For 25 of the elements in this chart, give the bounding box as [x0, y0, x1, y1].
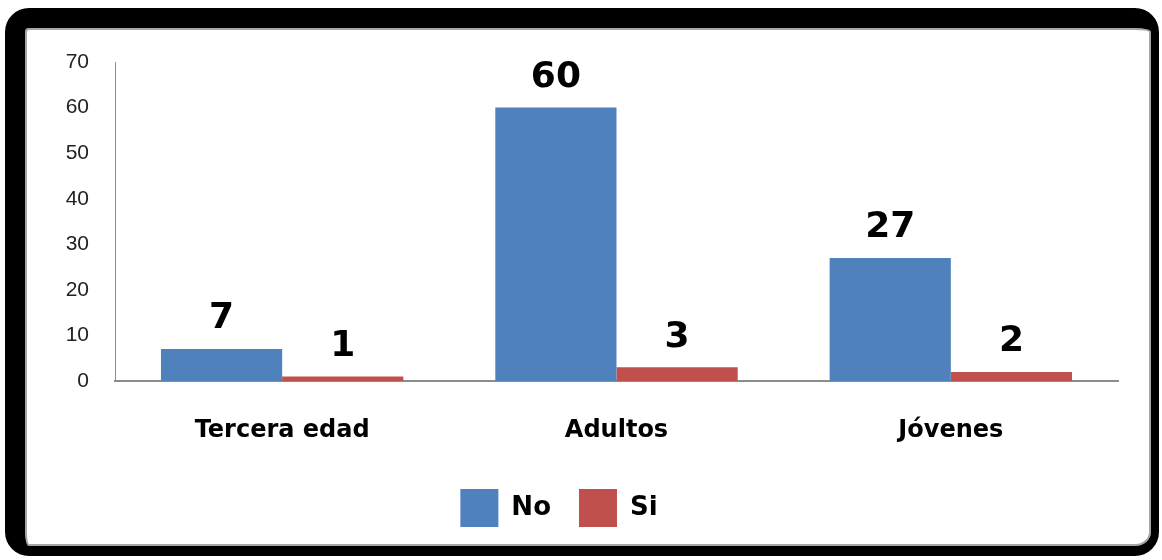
bar	[616, 367, 738, 381]
bar	[950, 371, 1073, 381]
y-tick-label: 20	[65, 276, 89, 300]
bar	[495, 107, 617, 381]
data-label: 2	[998, 318, 1024, 360]
data-label: 60	[530, 53, 581, 95]
y-tick-label: 10	[65, 322, 89, 346]
data-label: 1	[330, 322, 356, 364]
data-label: 27	[865, 204, 916, 246]
y-tick-label: 70	[65, 48, 89, 72]
y-tick-label: 30	[65, 231, 89, 255]
data-label: 3	[664, 313, 690, 355]
bar	[282, 376, 404, 381]
y-tick-label: 50	[65, 139, 89, 163]
x-tick-label: Tercera edad	[194, 414, 370, 443]
y-tick-label: 60	[65, 94, 89, 118]
x-tick-label: Adultos	[564, 414, 669, 443]
legend-label: No	[511, 490, 551, 521]
y-tick-label: 40	[65, 185, 89, 209]
legend-label: Si	[629, 490, 658, 521]
data-label: 7	[209, 295, 235, 337]
x-tick-label: Jóvenes	[896, 414, 1004, 443]
y-tick-label: 0	[77, 367, 89, 391]
bar	[160, 349, 283, 381]
bar	[829, 257, 951, 381]
